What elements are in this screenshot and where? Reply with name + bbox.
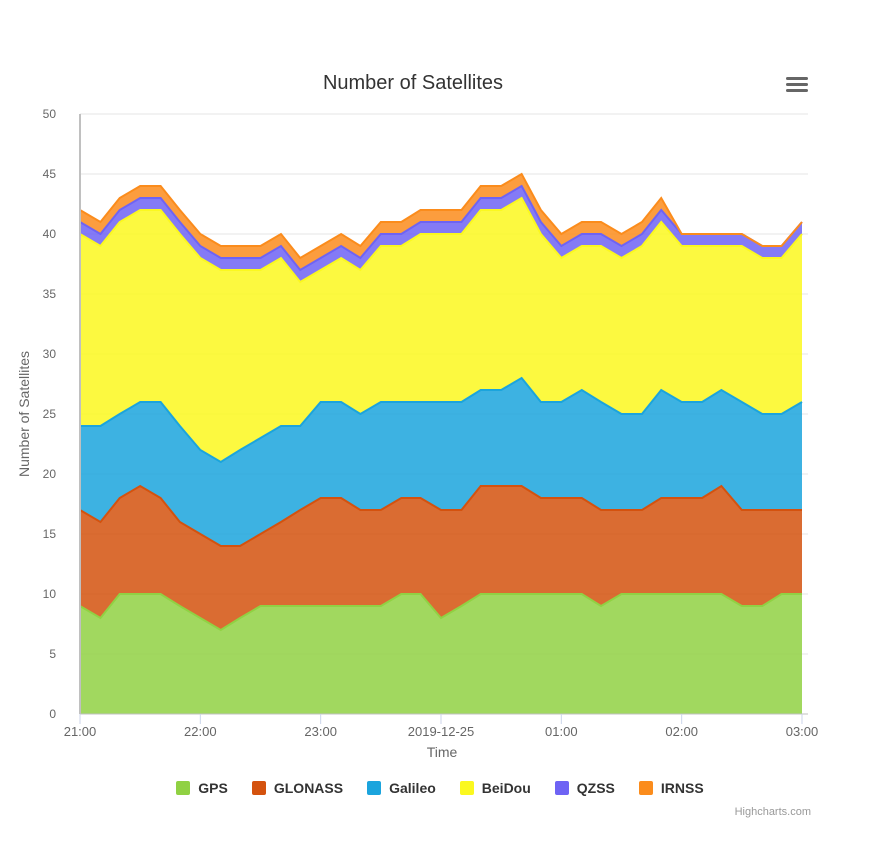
menu-bar xyxy=(786,83,808,86)
legend-swatch xyxy=(638,781,653,795)
y-axis-title: Number of Satellites xyxy=(16,351,32,477)
legend-item-qzss[interactable]: QZSS xyxy=(554,780,615,796)
line-beidou xyxy=(79,196,803,284)
series-lines xyxy=(79,172,803,632)
area-beidou[interactable] xyxy=(80,198,802,462)
x-tick-label: 23:00 xyxy=(304,724,337,739)
x-tick-label: 22:00 xyxy=(184,724,217,739)
area-galileo[interactable] xyxy=(80,378,802,546)
legend-swatch xyxy=(554,781,569,795)
legend-label: IRNSS xyxy=(660,780,704,796)
y-tick-label: 35 xyxy=(43,287,57,301)
y-tick-label: 30 xyxy=(43,347,57,361)
y-tick-label: 45 xyxy=(43,167,57,181)
line-gps xyxy=(79,593,802,632)
legend: GPS GLONASS Galileo BeiDou QZSS IRNSS xyxy=(0,780,880,796)
legend-label: GLONASS xyxy=(273,780,344,796)
x-tick-label: 21:00 xyxy=(64,724,97,739)
legend-label: GPS xyxy=(198,780,228,796)
legend-swatch xyxy=(367,781,382,795)
legend-item-gps[interactable]: GPS xyxy=(176,780,228,796)
legend-item-glonass[interactable]: GLONASS xyxy=(251,780,344,796)
area-gps[interactable] xyxy=(80,594,802,714)
x-tick-label: 02:00 xyxy=(665,724,698,739)
chart-title: Number of Satellites xyxy=(323,72,503,94)
y-tick-label: 0 xyxy=(49,707,56,721)
legend-swatch xyxy=(176,781,191,795)
legend-label: QZSS xyxy=(576,780,615,796)
legend-item-galileo[interactable]: Galileo xyxy=(367,780,436,796)
legend-item-irnss[interactable]: IRNSS xyxy=(638,780,704,796)
y-tick-label: 40 xyxy=(43,227,57,241)
x-tick-labels: 21:00 22:00 23:00 2019-12-25 01:00 02:00 03:00 xyxy=(64,714,819,739)
menu-bar xyxy=(786,89,808,92)
legend-swatch xyxy=(459,781,474,795)
y-tick-labels: 0 5 10 15 20 25 30 35 40 45 50 xyxy=(43,107,57,721)
y-tick-label: 25 xyxy=(43,407,57,421)
menu-bar xyxy=(786,77,808,80)
x-tick-label: 2019-12-25 xyxy=(408,724,475,739)
x-axis-title: Time xyxy=(427,744,458,760)
y-tick-label: 20 xyxy=(43,467,57,481)
legend-label: Galileo xyxy=(389,780,436,796)
line-irnss xyxy=(79,172,803,260)
line-glonass xyxy=(79,484,802,547)
y-tick-label: 50 xyxy=(43,107,57,121)
legend-label: BeiDou xyxy=(481,780,531,796)
series-areas xyxy=(80,174,802,714)
y-tick-label: 15 xyxy=(43,527,57,541)
x-tick-label: 03:00 xyxy=(786,724,819,739)
context-menu-button[interactable] xyxy=(784,74,810,96)
x-tick-label: 01:00 xyxy=(545,724,578,739)
credits-link[interactable]: Highcharts.com xyxy=(734,806,811,818)
legend-item-beidou[interactable]: BeiDou xyxy=(459,780,531,796)
line-galileo xyxy=(80,376,803,464)
y-tick-label: 5 xyxy=(49,647,56,661)
y-tick-label: 10 xyxy=(43,587,57,601)
legend-swatch xyxy=(251,781,266,795)
